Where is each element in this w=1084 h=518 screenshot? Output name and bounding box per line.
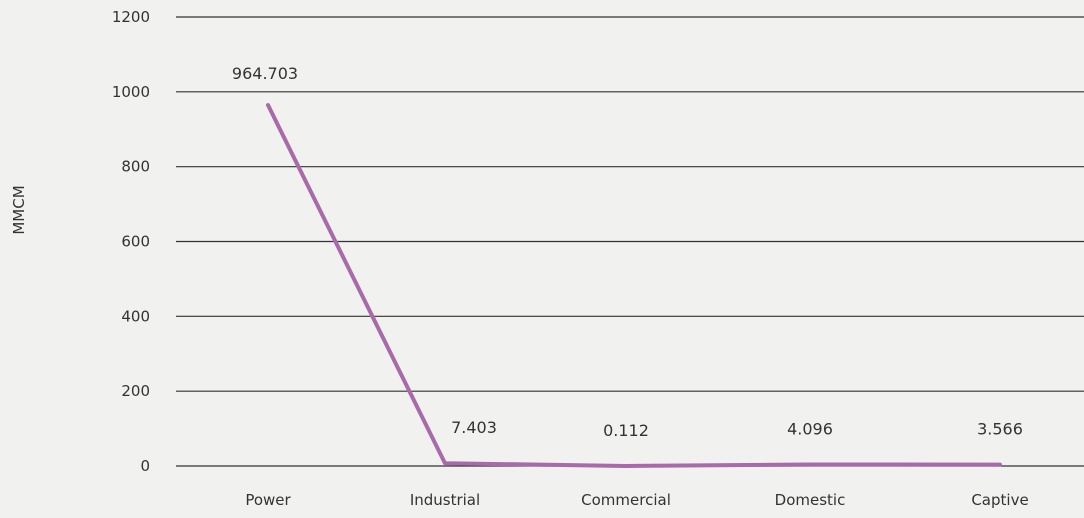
series-line (266, 103, 1002, 468)
y-tick-label: 600 (121, 233, 150, 251)
y-tick-label: 1000 (112, 83, 150, 101)
data-label: 3.566 (977, 420, 1023, 439)
x-category-label: Commercial (581, 491, 671, 509)
x-category-label: Industrial (410, 491, 480, 509)
series-line-group (266, 103, 1002, 468)
data-label: 964.703 (232, 64, 298, 83)
y-tick-label: 800 (121, 158, 150, 176)
data-label: 0.112 (603, 421, 649, 440)
x-category-label: Power (245, 491, 291, 509)
gridlines (176, 16, 1084, 467)
y-tick-label: 400 (121, 307, 150, 325)
y-tick-label: 1200 (112, 8, 150, 26)
y-axis-label: MMCM (10, 185, 28, 234)
y-tick-label: 0 (140, 457, 150, 475)
data-labels: 964.703 7.403 0.112 4.096 3.566 (232, 64, 1023, 440)
data-label: 4.096 (787, 419, 833, 438)
y-tick-label: 200 (121, 382, 150, 400)
data-label: 7.403 (451, 418, 497, 437)
y-axis-ticks: 0 200 400 600 800 1000 1200 (112, 8, 150, 475)
x-axis-categories: Power Industrial Commercial Domestic Captive (245, 491, 1028, 509)
x-category-label: Captive (971, 491, 1028, 509)
x-category-label: Domestic (775, 491, 846, 509)
